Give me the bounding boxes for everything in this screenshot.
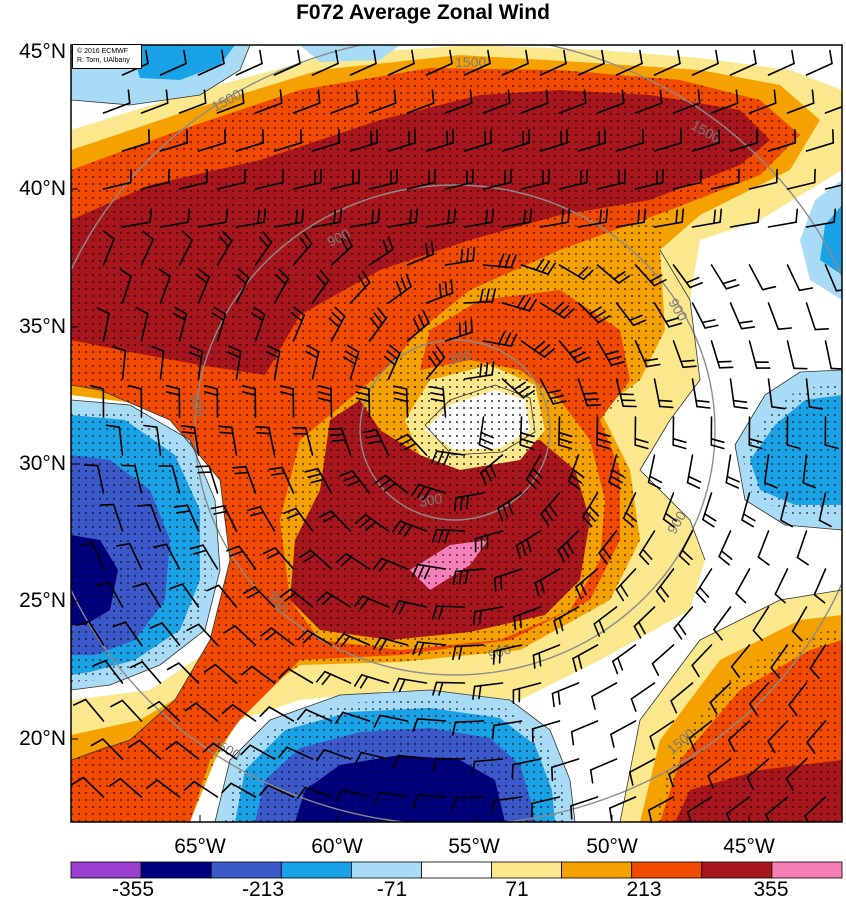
colorbar-tick-label: 71: [482, 879, 552, 901]
colorbar-swatch: [211, 862, 281, 878]
colorbar-swatch: [702, 862, 772, 878]
credit-line: R. Torn, UAlbany: [77, 56, 139, 65]
longitude-label: 45°W: [709, 836, 789, 858]
colorbar-swatch: [422, 862, 492, 878]
colorbar-swatch: [71, 862, 141, 878]
latitude-label: 25°N: [0, 590, 66, 612]
latitude-label: 40°N: [0, 178, 66, 200]
colorbar-swatch: [281, 862, 351, 878]
latitude-label: 20°N: [0, 728, 66, 750]
map-field: 1500 1500 900 900 300 300 900 900 900 90…: [35, 35, 846, 828]
colorbar-swatch: [562, 862, 632, 878]
colorbar: [71, 862, 842, 878]
colorbar-tick-label: 213: [609, 879, 679, 901]
longitude-label: 50°W: [572, 836, 652, 858]
longitude-label: 55°W: [434, 836, 514, 858]
colorbar-tick-label: 355: [736, 879, 806, 901]
colorbar-swatch: [772, 862, 842, 878]
longitude-label: 65°W: [160, 836, 240, 858]
latitude-label: 30°N: [0, 453, 66, 475]
colorbar-swatch: [632, 862, 702, 878]
latitude-label: 35°N: [0, 316, 66, 338]
colorbar-swatch: [141, 862, 211, 878]
colorbar-tick-label: -71: [357, 879, 427, 901]
longitude-label: 60°W: [297, 836, 377, 858]
credit-box: © 2016 ECMWF R. Torn, UAlbany: [72, 44, 142, 69]
colorbar-swatch: [351, 862, 421, 878]
colorbar-swatch: [492, 862, 562, 878]
colorbar-tick-label: -213: [228, 879, 298, 901]
credit-line: © 2016 ECMWF: [77, 47, 139, 56]
colorbar-tick-label: -355: [98, 879, 168, 901]
latitude-label: 45°N: [0, 41, 66, 63]
